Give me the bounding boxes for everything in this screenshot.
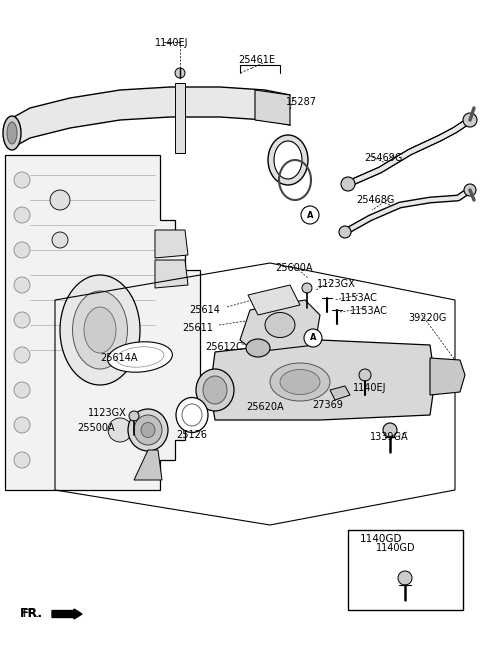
Text: 1140GD: 1140GD bbox=[360, 534, 403, 544]
Circle shape bbox=[398, 571, 412, 585]
Polygon shape bbox=[255, 90, 290, 125]
Ellipse shape bbox=[265, 312, 295, 337]
Polygon shape bbox=[210, 340, 435, 420]
Bar bbox=[348, 530, 463, 610]
Circle shape bbox=[14, 452, 30, 468]
Circle shape bbox=[463, 113, 477, 127]
Circle shape bbox=[302, 283, 312, 293]
Circle shape bbox=[464, 184, 476, 196]
Circle shape bbox=[383, 423, 397, 437]
Text: 25600A: 25600A bbox=[275, 263, 312, 273]
Ellipse shape bbox=[274, 141, 302, 179]
Polygon shape bbox=[330, 386, 350, 400]
Circle shape bbox=[301, 206, 319, 224]
Text: 25611: 25611 bbox=[182, 323, 213, 333]
Polygon shape bbox=[12, 87, 290, 148]
Text: 25500A: 25500A bbox=[77, 423, 115, 433]
Circle shape bbox=[14, 382, 30, 398]
Circle shape bbox=[304, 329, 322, 347]
Circle shape bbox=[359, 369, 371, 381]
Ellipse shape bbox=[108, 342, 172, 372]
Text: FR.: FR. bbox=[20, 607, 43, 620]
Ellipse shape bbox=[72, 291, 128, 369]
Polygon shape bbox=[155, 260, 188, 288]
Circle shape bbox=[339, 226, 351, 238]
Circle shape bbox=[341, 177, 355, 191]
Text: 1153AC: 1153AC bbox=[350, 306, 388, 316]
Circle shape bbox=[50, 190, 70, 210]
Text: 39220G: 39220G bbox=[408, 313, 446, 323]
Text: 25612C: 25612C bbox=[205, 342, 243, 352]
Ellipse shape bbox=[280, 370, 320, 395]
Polygon shape bbox=[430, 358, 465, 395]
Ellipse shape bbox=[268, 135, 308, 185]
Text: 1123GX: 1123GX bbox=[88, 408, 127, 418]
Circle shape bbox=[14, 207, 30, 223]
Ellipse shape bbox=[134, 415, 162, 445]
Circle shape bbox=[14, 417, 30, 433]
Circle shape bbox=[108, 418, 132, 442]
Circle shape bbox=[175, 68, 185, 78]
Text: 25614: 25614 bbox=[189, 305, 220, 315]
Ellipse shape bbox=[7, 122, 17, 144]
Text: 27369: 27369 bbox=[312, 400, 343, 410]
Text: 25614A: 25614A bbox=[100, 353, 137, 363]
Text: 25126: 25126 bbox=[176, 430, 207, 440]
Circle shape bbox=[14, 277, 30, 293]
Ellipse shape bbox=[141, 422, 155, 437]
Text: A: A bbox=[310, 333, 316, 342]
Ellipse shape bbox=[176, 397, 208, 433]
Text: 1140GD: 1140GD bbox=[376, 543, 416, 553]
Circle shape bbox=[129, 411, 139, 421]
Text: 25620A: 25620A bbox=[246, 402, 284, 412]
Polygon shape bbox=[155, 230, 188, 258]
Ellipse shape bbox=[3, 116, 21, 150]
Ellipse shape bbox=[270, 363, 330, 401]
Ellipse shape bbox=[246, 339, 270, 357]
Circle shape bbox=[52, 232, 68, 248]
Text: A: A bbox=[307, 210, 313, 219]
Ellipse shape bbox=[84, 307, 116, 353]
Text: 25469G: 25469G bbox=[364, 153, 402, 163]
FancyArrow shape bbox=[52, 609, 82, 619]
Text: 1339GA: 1339GA bbox=[370, 432, 408, 442]
Ellipse shape bbox=[196, 369, 234, 411]
Circle shape bbox=[14, 242, 30, 258]
Polygon shape bbox=[134, 450, 162, 480]
Circle shape bbox=[14, 347, 30, 363]
Polygon shape bbox=[240, 300, 320, 352]
Polygon shape bbox=[5, 155, 200, 490]
Polygon shape bbox=[175, 83, 185, 153]
Polygon shape bbox=[248, 285, 300, 315]
Text: 15287: 15287 bbox=[286, 97, 317, 107]
Ellipse shape bbox=[60, 275, 140, 385]
Text: 1140EJ: 1140EJ bbox=[155, 38, 189, 48]
Text: 25468G: 25468G bbox=[356, 195, 395, 205]
Circle shape bbox=[14, 172, 30, 188]
Circle shape bbox=[14, 312, 30, 328]
Text: FR.: FR. bbox=[23, 609, 40, 619]
Text: 25461E: 25461E bbox=[238, 55, 275, 65]
Ellipse shape bbox=[203, 376, 227, 404]
Text: 1140EJ: 1140EJ bbox=[353, 383, 386, 393]
Text: 1153AC: 1153AC bbox=[340, 293, 378, 303]
Ellipse shape bbox=[128, 409, 168, 451]
Text: 1123GX: 1123GX bbox=[317, 279, 356, 289]
